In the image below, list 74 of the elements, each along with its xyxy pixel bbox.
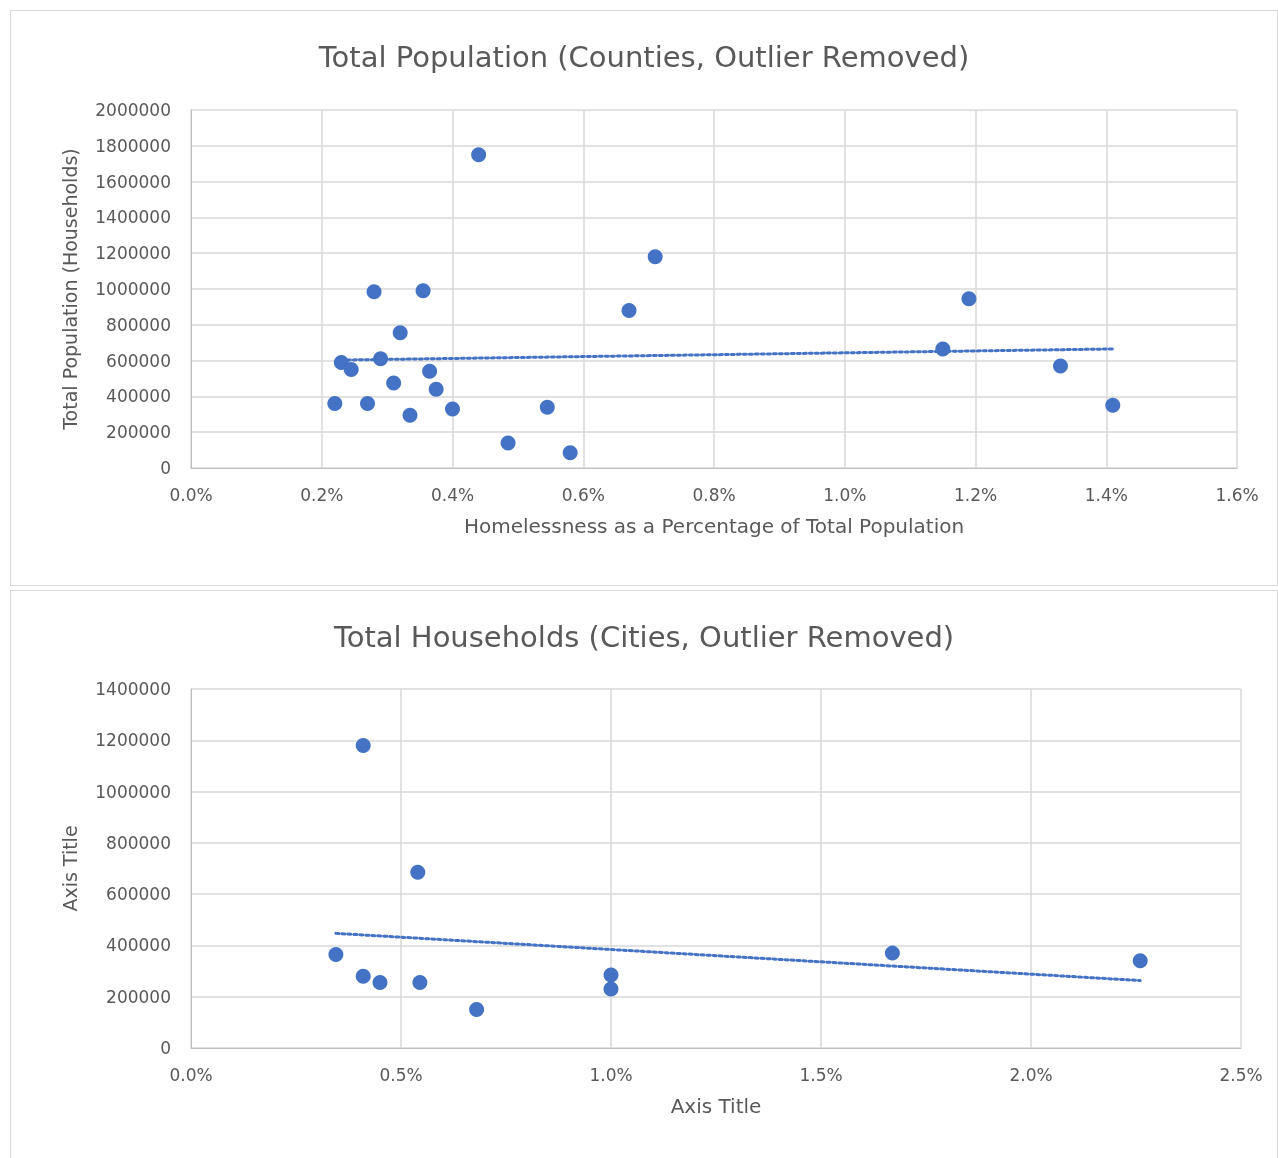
chart-title: Total Households (Cities, Outlier Removed): [332, 619, 955, 654]
point: [935, 341, 951, 357]
point: [415, 283, 431, 299]
x-axis-title: Axis Title: [670, 1094, 762, 1118]
point: [355, 737, 371, 753]
y-tick-label: 0: [160, 1038, 171, 1058]
point: [366, 284, 382, 300]
y-tick-label: 1200000: [95, 730, 171, 751]
x-axis-title: Homelessness as a Percentage of Total Population: [463, 514, 965, 538]
y-axis-title: Axis Title: [58, 825, 81, 912]
y-tick-label: 400000: [106, 935, 171, 956]
x-tick-label: 0.0%: [169, 484, 213, 505]
y-tick-label: 800000: [106, 314, 171, 335]
x-tick-label: 0.6%: [561, 484, 605, 505]
point: [1132, 953, 1148, 969]
point: [355, 968, 371, 984]
y-tick-label: 800000: [106, 832, 171, 853]
y-tick-label: 2000000: [95, 100, 171, 120]
point: [333, 354, 349, 370]
point: [445, 401, 460, 417]
x-tick-label: 1.5%: [799, 1064, 843, 1085]
point: [428, 381, 444, 397]
x-tick-label: 1.0%: [823, 484, 867, 505]
point: [500, 435, 516, 451]
point: [402, 407, 418, 423]
y-tick-label: 600000: [106, 884, 171, 905]
y-axis-title: Total Population (Households): [58, 148, 81, 431]
x-tick-label: 1.4%: [1084, 484, 1128, 505]
point: [469, 1002, 485, 1018]
y-tick-label: 400000: [106, 386, 171, 407]
y-tick-label: 1800000: [95, 135, 171, 156]
point: [412, 975, 428, 991]
point: [410, 864, 426, 880]
x-tick-label: 1.6%: [1215, 484, 1259, 505]
x-tick-label: 0.5%: [379, 1064, 423, 1085]
x-tick-label: 2.0%: [1009, 1064, 1053, 1085]
x-tick-label: 0.8%: [692, 484, 736, 505]
x-tick-label: 0.0%: [169, 1064, 213, 1085]
point: [603, 967, 619, 983]
x-tick-label: 1.0%: [589, 1064, 633, 1085]
point: [328, 946, 344, 962]
y-tick-label: 0: [160, 458, 171, 478]
point: [562, 445, 578, 461]
y-tick-label: 1000000: [95, 279, 171, 299]
y-tick-label: 1400000: [95, 207, 171, 228]
point: [1105, 397, 1121, 413]
point: [539, 399, 555, 415]
point: [961, 291, 977, 307]
point: [392, 325, 408, 341]
point: [372, 975, 388, 991]
point: [603, 981, 619, 997]
y-tick-label: 1400000: [95, 679, 171, 699]
point: [884, 945, 900, 961]
point: [373, 351, 389, 367]
y-tick-label: 1600000: [95, 171, 171, 192]
x-tick-label: 2.5%: [1219, 1064, 1263, 1085]
point: [471, 147, 487, 163]
point: [422, 363, 438, 379]
x-tick-label: 1.2%: [953, 484, 998, 505]
point: [621, 302, 637, 318]
point: [360, 396, 376, 412]
y-tick-label: 200000: [106, 986, 171, 1007]
point: [647, 249, 663, 265]
y-tick-label: 1200000: [95, 243, 171, 264]
point: [386, 375, 402, 391]
y-tick-label: 600000: [106, 350, 171, 371]
point: [343, 362, 359, 378]
chart-title: Total Population (Counties, Outlier Removed): [317, 39, 970, 74]
point: [1053, 358, 1068, 374]
y-tick-label: 200000: [106, 422, 171, 443]
point: [327, 396, 343, 412]
x-tick-label: 0.2%: [300, 484, 344, 505]
x-tick-label: 0.4%: [430, 484, 475, 505]
y-tick-label: 1000000: [95, 781, 171, 802]
